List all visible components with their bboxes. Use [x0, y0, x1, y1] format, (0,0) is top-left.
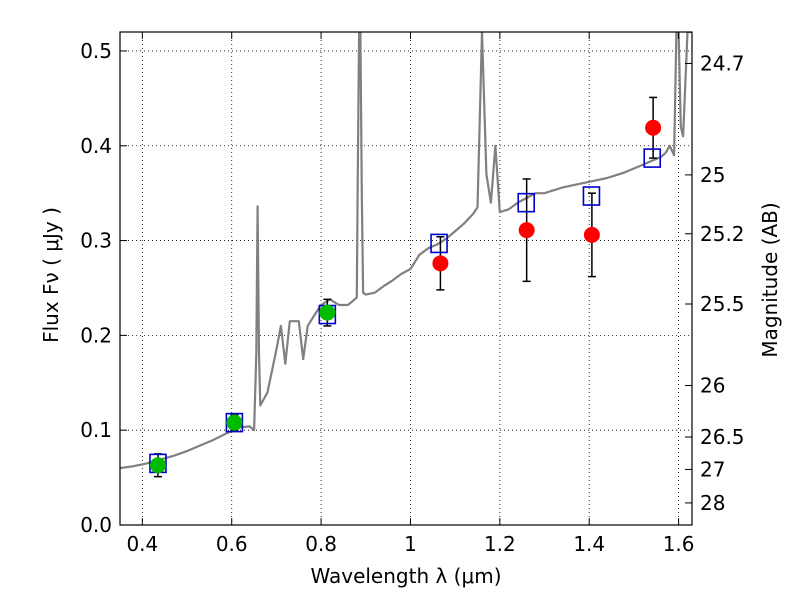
y-tick-labels: 0.0 0.1 0.2 0.3 0.4 0.5	[80, 39, 112, 537]
data-point-marker	[645, 119, 662, 136]
y-tick-label: 0.4	[80, 134, 112, 158]
y2-tick-label: 28	[700, 491, 725, 515]
y2-tick-label: 24.7	[700, 51, 745, 75]
y2-tick-labels: 24.7 25 25.2 25.5 26 26.5 27 28	[700, 51, 745, 514]
data-point-marker	[583, 226, 600, 243]
markers-group	[149, 119, 662, 474]
tick-marks	[120, 32, 692, 526]
model-square-marker	[430, 233, 448, 254]
data-point-marker	[149, 457, 166, 474]
y2-tick-label: 25.2	[700, 222, 745, 246]
x-tick-label: 1	[404, 532, 417, 556]
y-tick-label: 0.1	[80, 418, 112, 442]
sed-curve-group	[120, 32, 692, 470]
y-axis-label: Flux Fν ( μJy )	[39, 207, 63, 343]
y-tick-label: 0.5	[80, 39, 112, 63]
model-square-marker	[517, 192, 536, 213]
x-tick-label: 0.6	[216, 532, 248, 556]
data-point-marker	[319, 304, 336, 321]
data-point-marker	[226, 414, 243, 431]
model-square-marker	[582, 186, 601, 206]
y-tick-label: 0.2	[80, 323, 112, 347]
y2-tick-label: 26	[700, 374, 725, 398]
data-point-marker	[518, 222, 535, 239]
x-tick-label: 1.4	[573, 532, 605, 556]
x-tick-label: 0.8	[305, 532, 337, 556]
y2-axis-label: Magnitude (AB)	[758, 202, 782, 357]
x-axis-label: Wavelength λ (μm)	[310, 564, 501, 588]
x-tick-label: 1.6	[663, 532, 695, 556]
y2-tick-label: 26.5	[700, 425, 745, 449]
model-square-marker	[643, 148, 662, 168]
y2-tick-label: 27	[700, 457, 725, 481]
y-tick-label: 0.3	[80, 229, 112, 253]
sed-curve	[120, 32, 692, 470]
y-tick-label: 0.0	[80, 513, 112, 537]
x-tick-label: 1.2	[484, 532, 516, 556]
x-tick-label: 0.4	[126, 532, 158, 556]
data-point-marker	[432, 255, 449, 272]
y2-tick-label: 25.5	[700, 292, 745, 316]
plot-frame	[119, 31, 693, 526]
grid-lines	[120, 32, 692, 526]
y2-tick-label: 25	[700, 163, 725, 187]
x-tick-labels: 0.4 0.6 0.8 1 1.2 1.4 1.6	[126, 532, 694, 556]
